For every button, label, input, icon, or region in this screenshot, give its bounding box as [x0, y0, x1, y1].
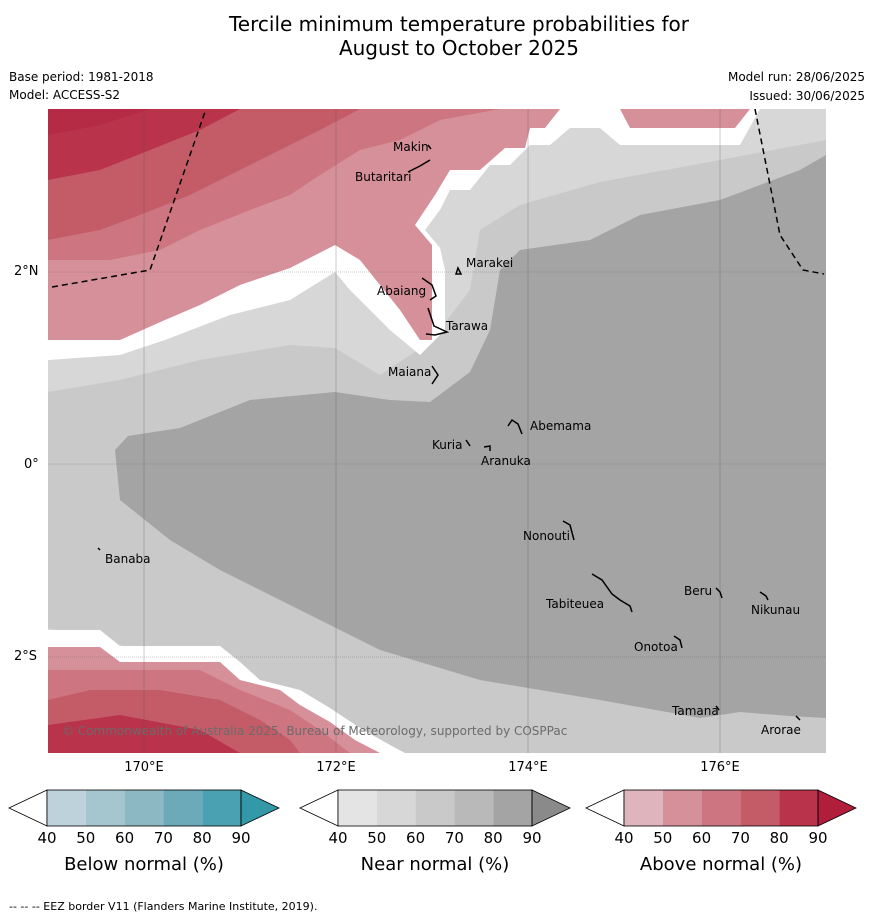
- island-label-arorae: Arorae: [761, 723, 801, 737]
- colorbar-tick-label: 60: [692, 829, 712, 847]
- colorbar-tick-label: 40: [37, 829, 57, 847]
- colorbar-label-near: Near normal (%): [360, 854, 510, 875]
- colorbar-segment: [779, 790, 818, 826]
- colorbar-tick-label: 70: [444, 829, 464, 847]
- colorbar-tick-label: 90: [808, 829, 828, 847]
- colorbar-tick-label: 50: [367, 829, 387, 847]
- colorbar-tick-label: 40: [614, 829, 634, 847]
- colorbar-tick-label: 90: [522, 829, 542, 847]
- lat-label-2n: 2°N: [14, 264, 39, 279]
- colorbar-outline: [337, 789, 533, 827]
- lon-label-174e: 174°E: [508, 760, 548, 775]
- colorbar-outline: [46, 789, 242, 827]
- lat-label-2s: 2°S: [14, 649, 38, 664]
- colorbar-tick-label: 60: [115, 829, 135, 847]
- colorbar-extend-low: [585, 789, 625, 827]
- colorbar-segment: [376, 790, 416, 826]
- island-label-marakei: Marakei: [466, 256, 514, 270]
- island-label-makin: Makin: [393, 140, 429, 154]
- colorbar-label-above: Above normal (%): [639, 854, 803, 875]
- lat-label-0: 0°: [24, 457, 39, 472]
- colorbar-tick-label: 90: [231, 829, 251, 847]
- graticule: [48, 109, 826, 753]
- colorbar-outline: [623, 789, 819, 827]
- colorbar-segment: [85, 790, 125, 826]
- colorbar-segment: [740, 790, 780, 826]
- eez-border: [51, 109, 825, 288]
- colorbar-segment: [47, 790, 86, 826]
- colorbar-segment: [202, 790, 241, 826]
- island-label-tarawa: Tarawa: [446, 319, 489, 333]
- colorbar-tick-label: 60: [406, 829, 426, 847]
- colorbar-extend-high: [531, 789, 571, 827]
- island-outlines: [97, 144, 801, 721]
- colorbar-segment: [493, 790, 532, 826]
- island-label-abemama: Abemama: [530, 419, 592, 433]
- island-label-beru: Beru: [684, 584, 713, 598]
- title-line-1: Tercile minimum temperature probabilitie…: [228, 12, 690, 36]
- issued-date: Issued: 30/06/2025: [749, 89, 865, 103]
- island-label-nikunau: Nikunau: [751, 603, 801, 617]
- colorbar-segment: [454, 790, 494, 826]
- colorbar-extend-high: [817, 789, 857, 827]
- island-label-abaiang: Abaiang: [377, 284, 427, 298]
- colorbar-label-below: Below normal (%): [64, 854, 224, 875]
- colorbar-segment: [624, 790, 663, 826]
- copyright-notice: © Commonwealth of Australia 2025, Bureau…: [62, 724, 568, 738]
- colorbar-near: [299, 789, 571, 827]
- island-label-maiana: Maiana: [388, 365, 432, 379]
- colorbar-extend-high: [240, 789, 280, 827]
- colorbar-below: [8, 789, 280, 827]
- island-label-kuria: Kuria: [432, 438, 463, 452]
- colorbar-tick-label: 80: [192, 829, 212, 847]
- colorbar-tick-label: 50: [76, 829, 96, 847]
- lon-label-170e: 170°E: [124, 760, 164, 775]
- colorbar-tick-label: 40: [328, 829, 348, 847]
- island-label-nonouti: Nonouti: [523, 529, 570, 543]
- colorbar-extend-low: [299, 789, 339, 827]
- colorbar-segment: [662, 790, 702, 826]
- base-period: Base period: 1981-2018: [9, 70, 154, 84]
- title-line-2: August to October 2025: [338, 36, 580, 60]
- probability-field: [48, 109, 826, 753]
- island-label-butaritari: Butaritari: [355, 170, 412, 184]
- colorbar-tick-label: 50: [653, 829, 673, 847]
- island-label-onotoa: Onotoa: [634, 640, 678, 654]
- colorbars: [8, 789, 857, 827]
- colorbar-extend-low: [8, 789, 48, 827]
- colorbar-segment: [338, 790, 377, 826]
- lon-label-172e: 172°E: [316, 760, 356, 775]
- island-label-tamana: Tamana: [672, 704, 719, 718]
- model-name: Model: ACCESS-S2: [9, 88, 121, 102]
- colorbar-segment: [163, 790, 203, 826]
- colorbar-segment: [701, 790, 741, 826]
- colorbar-tick-label: 80: [769, 829, 789, 847]
- colorbar-tick-label: 70: [730, 829, 750, 847]
- near-normal-70-region: [115, 155, 826, 718]
- island-label-aranuka: Aranuka: [481, 454, 531, 468]
- above-normal-north-90: [48, 109, 150, 135]
- colorbar-tick-label: 70: [153, 829, 173, 847]
- colorbar-segment: [415, 790, 455, 826]
- island-label-banaba: Banaba: [105, 552, 151, 566]
- colorbar-segment: [124, 790, 164, 826]
- lon-label-176e: 176°E: [700, 760, 740, 775]
- chart-title: Tercile minimum temperature probabilitie…: [0, 12, 873, 60]
- island-label-tabiteuea: Tabiteuea: [546, 597, 605, 611]
- model-run: Model run: 28/06/2025: [727, 70, 865, 84]
- colorbar-above: [585, 789, 857, 827]
- eez-legend-footer: -- -- -- EEZ border V11 (Flanders Marine…: [9, 900, 318, 913]
- colorbar-tick-label: 80: [483, 829, 503, 847]
